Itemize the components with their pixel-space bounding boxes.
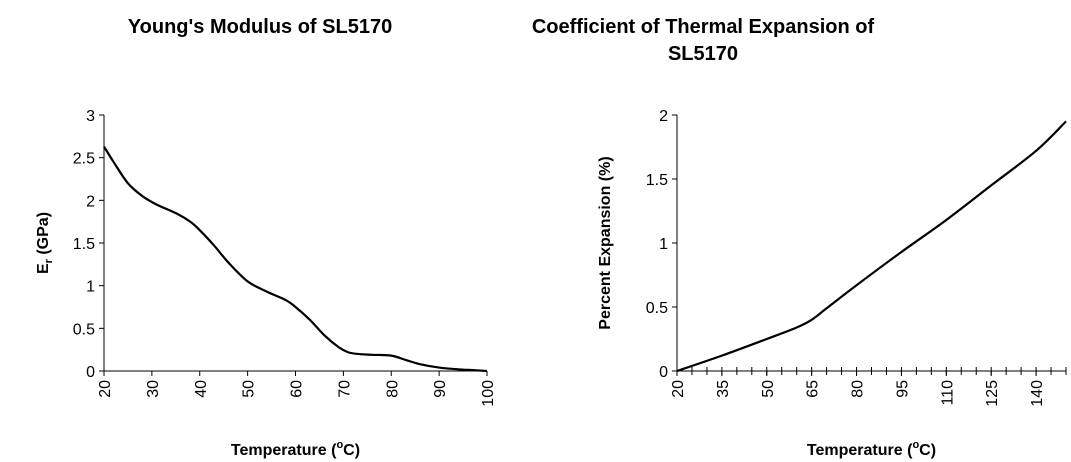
youngs-modulus-chart: 0 0.5 1 1.5 2 2.5 3 20 30 40 50 60 70 80 90 100 Tempera… xyxy=(35,108,497,459)
y-tick-label: 2.5 xyxy=(73,151,95,168)
x-axis-label: Temperature (oC) xyxy=(807,439,936,459)
thermal-expansion-chart-panel: Coefficient of Thermal Expansion of SL51… xyxy=(532,0,1071,462)
x-axis-label-end: C) xyxy=(343,442,360,459)
y-tick-label: 2 xyxy=(659,108,668,125)
x-tick-label: 40 xyxy=(193,380,210,398)
y-axis-label: Percent Expansion (%) xyxy=(597,156,614,329)
y-tick-label: 0.5 xyxy=(646,300,668,317)
y-tick-label: 0 xyxy=(659,364,668,381)
y-axis-label: Er (GPa) xyxy=(35,212,55,274)
y-tick-label: 0.5 xyxy=(73,321,95,338)
y-axis-label-main: Percent Expansion (%) xyxy=(597,156,614,329)
x-axis-label-superscript: o xyxy=(336,439,343,451)
x-tick-label: 65 xyxy=(805,380,822,398)
x-tick-label: 70 xyxy=(336,380,353,398)
chart-title: Young's Modulus of SL5170 xyxy=(127,16,393,38)
axes: 0 0.5 1 1.5 2 20 35 50 65 80 95 110 125 140 xyxy=(646,108,1067,407)
x-tick-label: 60 xyxy=(289,380,306,398)
x-tick-label: 140 xyxy=(1029,380,1046,407)
x-tick-label: 30 xyxy=(145,380,162,398)
x-tick-label: 90 xyxy=(432,380,449,398)
x-axis-label-main: Temperature ( xyxy=(807,442,913,459)
x-tick-label: 100 xyxy=(480,380,497,407)
x-tick-label: 125 xyxy=(984,380,1001,407)
youngs-modulus-chart-panel: Young's Modulus of SL5170 0 0.5 1 1.5 2 2.5 3 2… xyxy=(0,0,520,462)
y-axis-label-end: (GPa) xyxy=(35,212,52,259)
y-tick-label: 2 xyxy=(86,193,95,210)
y-tick-label: 0 xyxy=(86,364,95,381)
x-tick-label: 35 xyxy=(715,380,732,398)
plot-area xyxy=(676,120,1067,373)
y-tick-label: 1.5 xyxy=(73,236,95,253)
x-tick-label: 20 xyxy=(670,380,687,398)
x-tick-label: 95 xyxy=(894,380,911,398)
x-axis-label-main: Temperature ( xyxy=(231,442,337,459)
x-axis-label-end: C) xyxy=(919,442,936,459)
x-tick-label: 50 xyxy=(760,380,777,398)
y-axis-label-subscript: r xyxy=(43,258,55,263)
y-tick-label: 1 xyxy=(659,236,668,253)
x-axis-label-superscript: o xyxy=(912,439,919,451)
y-axis-label-main: E xyxy=(35,263,52,274)
series-line xyxy=(103,145,488,373)
thermal-expansion-chart: 0 0.5 1 1.5 2 20 35 50 65 80 95 110 125 140 Temperatu… xyxy=(597,108,1067,459)
y-tick-label: 1 xyxy=(86,279,95,296)
axes: 0 0.5 1 1.5 2 2.5 3 20 30 40 50 60 70 80 90 100 xyxy=(73,108,497,407)
x-tick-label: 20 xyxy=(97,380,114,398)
x-axis-label: Temperature (oC) xyxy=(231,439,360,459)
plot-area xyxy=(103,145,488,373)
x-tick-label: 50 xyxy=(241,380,258,398)
x-tick-label: 80 xyxy=(384,380,401,398)
y-tick-label: 3 xyxy=(86,108,95,125)
x-tick-label: 110 xyxy=(939,380,956,406)
y-tick-label: 1.5 xyxy=(646,172,668,189)
series-line xyxy=(676,120,1067,373)
x-tick-label: 80 xyxy=(850,380,867,398)
chart-title: Coefficient of Thermal Expansion of SL51… xyxy=(531,16,875,65)
